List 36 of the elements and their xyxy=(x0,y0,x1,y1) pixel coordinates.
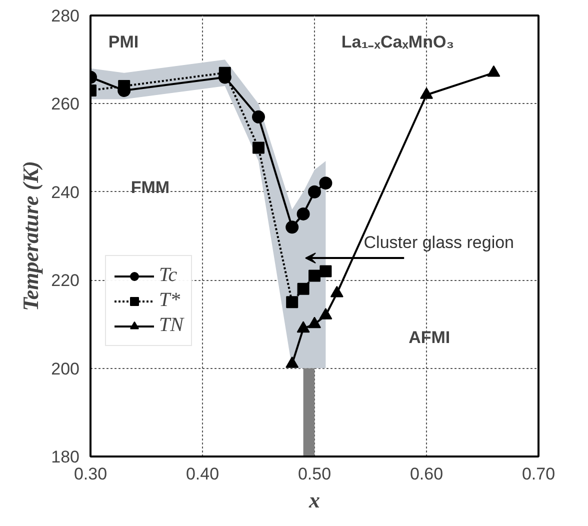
x-tick-label: 0.30 xyxy=(74,464,108,484)
y-axis-title: Temperature (K) xyxy=(18,160,44,312)
y-tick-label: 200 xyxy=(51,359,80,378)
annotation: La₁₋ₓCaₓMnO₃ xyxy=(341,32,454,52)
x-axis-title: x xyxy=(308,488,320,512)
x-tick-label: 0.60 xyxy=(410,464,444,484)
x-tick-label: 0.50 xyxy=(298,464,332,484)
x-tick-label: 0.70 xyxy=(522,464,556,484)
legend-label: T* xyxy=(159,289,180,312)
point xyxy=(286,220,299,234)
legend-label: Tc xyxy=(159,264,178,287)
point xyxy=(296,207,310,220)
y-tick-label: 220 xyxy=(51,271,80,290)
point xyxy=(286,296,298,308)
annotation: AFMI xyxy=(408,328,450,347)
point xyxy=(330,286,344,298)
x-tick-label: 0.40 xyxy=(186,464,220,484)
annotation: Cluster glass region xyxy=(364,233,514,252)
point xyxy=(320,265,332,278)
point xyxy=(319,176,332,190)
point xyxy=(252,110,265,124)
annotation: PMI xyxy=(108,32,139,52)
point xyxy=(297,282,310,295)
point xyxy=(286,356,299,368)
point xyxy=(296,321,310,333)
point xyxy=(308,185,321,198)
y-tick-label: 180 xyxy=(51,448,80,466)
y-tick-label: 240 xyxy=(51,182,80,202)
point xyxy=(319,308,332,320)
point xyxy=(252,142,264,154)
y-tick-label: 280 xyxy=(51,6,80,26)
legend-label: TN xyxy=(159,314,184,337)
annotation: FMM xyxy=(130,178,170,197)
y-tick-label: 260 xyxy=(51,94,80,114)
point xyxy=(308,316,321,328)
point xyxy=(308,270,320,282)
